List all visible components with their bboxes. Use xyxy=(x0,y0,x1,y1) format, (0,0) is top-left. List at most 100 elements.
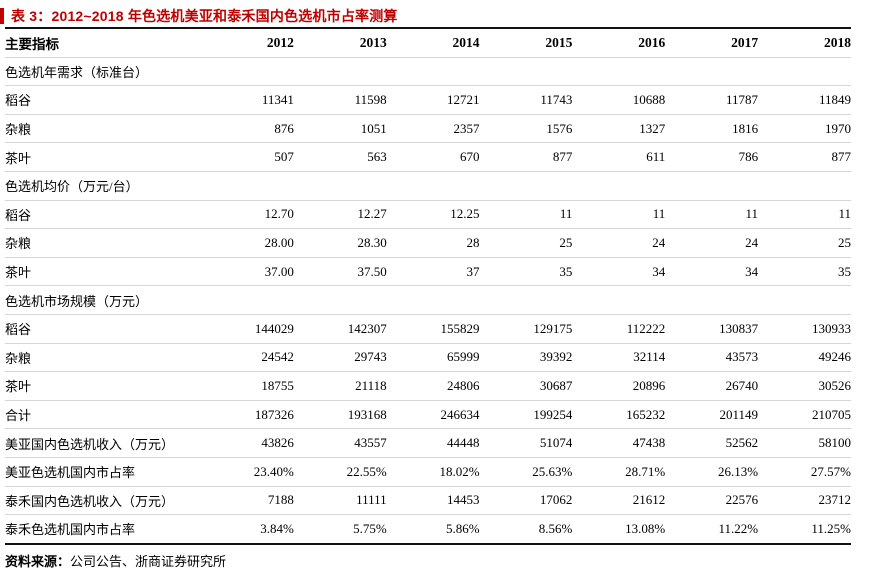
cell-value: 507 xyxy=(201,142,294,172)
row-label: 杂粮 xyxy=(5,114,201,144)
cell-value: 28.71% xyxy=(572,457,666,487)
cell-value: 5.75% xyxy=(353,520,387,536)
cell-value: 11 xyxy=(572,200,666,230)
cell-value: 199254 xyxy=(479,400,573,430)
cell-value: 52562 xyxy=(665,428,759,458)
cell-value: 14453 xyxy=(386,486,480,516)
cell-value: 130933 xyxy=(758,314,851,344)
cell-value: 37.50 xyxy=(293,257,387,287)
row-label: 茶叶 xyxy=(5,257,201,287)
cell-value: 11 xyxy=(665,200,759,230)
header-year: 2016 xyxy=(572,28,666,58)
cell-value: 23712 xyxy=(758,486,851,516)
cell-value: 25.63% xyxy=(479,457,573,487)
cell-value: 876 xyxy=(201,114,294,144)
cell-value: 26740 xyxy=(665,371,759,401)
source-prefix: 资料来源： xyxy=(5,553,71,569)
cell-value: 43826 xyxy=(201,428,294,458)
cell-value: 786 xyxy=(665,142,759,172)
market-share-table: 主要指标 2012 2013 2014 2015 2016 2017 2018 色选机年需求（… xyxy=(5,27,851,545)
cell-value: 11.22% xyxy=(718,520,759,536)
table-row: 茶叶 18755 21118 24806 30687 20896 26740 30526 xyxy=(5,371,851,401)
table-row: 美亚国内色选机收入（万元） 43826 43557 44448 51074 47438 52… xyxy=(5,428,851,458)
cell-value: 670 xyxy=(386,142,480,172)
header-year: 2018 xyxy=(758,28,851,58)
cell-value: 21612 xyxy=(572,486,666,516)
cell-value: 12.25 xyxy=(386,200,480,230)
title-accent-bar xyxy=(0,7,4,24)
cell-value: 2357 xyxy=(386,114,480,144)
cell-value: 5.86% xyxy=(445,520,480,536)
table-header: 主要指标 2012 2013 2014 2015 2016 2017 2018 xyxy=(5,28,851,58)
section-label: 色选机年需求（标准台） xyxy=(5,57,851,87)
header-year: 2012 xyxy=(201,28,294,58)
table-row: 茶叶 37.00 37.50 37 35 34 34 35 xyxy=(5,257,851,287)
cell-value: 129175 xyxy=(479,314,573,344)
cell-value: 563 xyxy=(293,142,387,172)
row-label: 泰禾国内色选机收入（万元） xyxy=(5,486,201,516)
header-main-indicator: 主要指标 xyxy=(5,28,201,58)
cell-value: 51074 xyxy=(479,428,573,458)
section-row: 色选机年需求（标准台） xyxy=(5,57,851,87)
cell-value: 142307 xyxy=(293,314,387,344)
row-label: 杂粮 xyxy=(5,343,201,373)
row-label: 泰禾色选机国内市占率 xyxy=(5,522,136,538)
header-year: 2014 xyxy=(386,28,480,58)
cell-value: 11849 xyxy=(758,85,851,115)
cell-value: 611 xyxy=(572,142,666,172)
row-label: 杂粮 xyxy=(5,228,201,258)
cell-value: 35 xyxy=(479,257,573,287)
cell-value: 23.40% xyxy=(201,457,294,487)
section-row: 色选机市场规模（万元） xyxy=(5,285,851,315)
cell-value: 20896 xyxy=(572,371,666,401)
row-label: 稻谷 xyxy=(5,85,201,115)
cell-value: 165232 xyxy=(572,400,666,430)
table-row: 合计 187326 193168 246634 199254 165232 201149 21… xyxy=(5,400,851,430)
cell-value: 11787 xyxy=(665,85,759,115)
cell-value: 1970 xyxy=(758,114,851,144)
cell-value: 112222 xyxy=(572,314,666,344)
cell-value: 11341 xyxy=(201,85,294,115)
cell-value: 24 xyxy=(572,228,666,258)
header-row: 主要指标 2012 2013 2014 2015 2016 2017 2018 xyxy=(5,28,851,58)
cell-value: 12.70 xyxy=(201,200,294,230)
cell-value: 22.55% xyxy=(293,457,387,487)
table-body: 色选机年需求（标准台） 稻谷 11341 11598 12721 11743 10688 11… xyxy=(5,57,851,544)
cell-value: 26.13% xyxy=(665,457,759,487)
cell-value: 22576 xyxy=(665,486,759,516)
cell-value: 11743 xyxy=(479,85,573,115)
cell-value: 17062 xyxy=(479,486,573,516)
cell-value: 130837 xyxy=(665,314,759,344)
cell-value: 10688 xyxy=(572,85,666,115)
header-year: 2017 xyxy=(665,28,759,58)
source-text: 公司公告、浙商证券研究所 xyxy=(70,553,227,569)
cell-value: 1327 xyxy=(572,114,666,144)
cell-value: 8.56% xyxy=(538,520,573,536)
cell-value: 7188 xyxy=(201,486,294,516)
cell-value: 24542 xyxy=(201,343,294,373)
cell-value: 155829 xyxy=(386,314,480,344)
cell-value: 18.02% xyxy=(386,457,480,487)
cell-value: 246634 xyxy=(386,400,480,430)
cell-value: 11.25% xyxy=(811,520,851,536)
cell-value: 49246 xyxy=(758,343,851,373)
cell-value: 34 xyxy=(572,257,666,287)
table-row: 杂粮 876 1051 2357 1576 1327 1816 1970 xyxy=(5,114,851,144)
cell-value: 13.08% xyxy=(625,520,666,536)
table-row: 稻谷 12.70 12.27 12.25 11 11 11 11 xyxy=(5,200,851,230)
cell-value: 28.00 xyxy=(201,228,294,258)
section-label: 色选机市场规模（万元） xyxy=(5,285,851,315)
cell-value: 44448 xyxy=(386,428,480,458)
cell-value: 29743 xyxy=(293,343,387,373)
table-row: 杂粮 28.00 28.30 28 25 24 24 25 xyxy=(5,228,851,258)
cell-value: 11111 xyxy=(293,486,387,516)
row-label: 茶叶 xyxy=(5,371,201,401)
cell-value: 30687 xyxy=(479,371,573,401)
table-row: 泰禾色选机国内市占率 3.84% 5.75% 5.86% 8.56% 13.08% 11.2… xyxy=(5,515,851,544)
cell-value: 210705 xyxy=(758,400,851,430)
cell-value: 21118 xyxy=(293,371,387,401)
cell-value: 28 xyxy=(386,228,480,258)
row-label: 稻谷 xyxy=(5,314,201,344)
cell-value: 24806 xyxy=(386,371,480,401)
